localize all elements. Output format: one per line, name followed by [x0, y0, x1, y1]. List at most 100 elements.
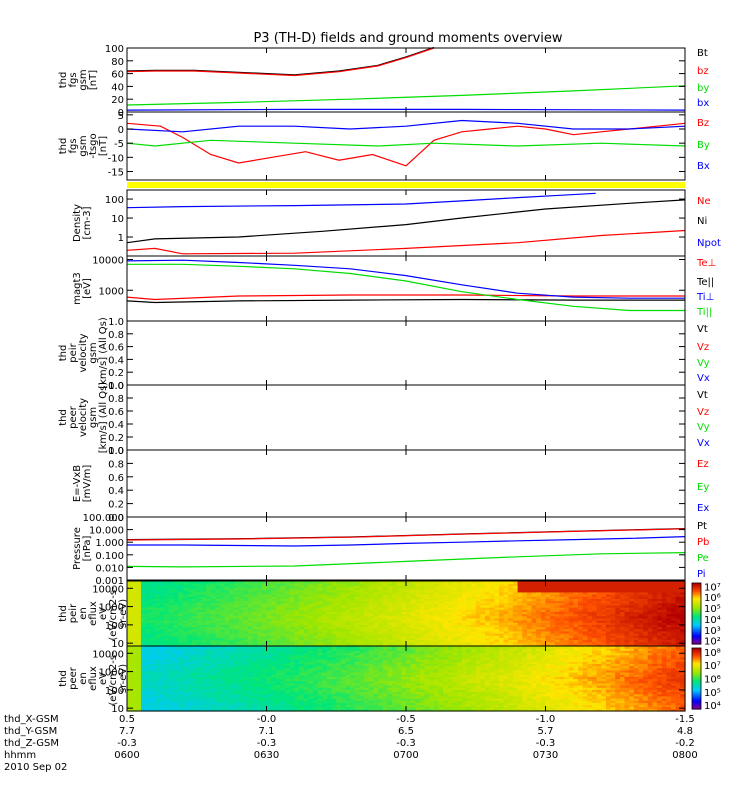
- spectrogram-cell: [573, 587, 579, 591]
- spectrogram-cell: [150, 620, 156, 623]
- spectrogram-cell: [322, 598, 328, 602]
- spectrogram-cell: [652, 589, 658, 593]
- spectrogram-cell: [331, 626, 337, 630]
- spectrogram-cell: [410, 600, 416, 604]
- spectrogram-cell: [619, 607, 626, 610]
- spectrogram-cell: [215, 702, 221, 706]
- spectrogram-cell: [582, 591, 588, 595]
- spectrogram-cell: [252, 646, 258, 649]
- spectrogram-cell: [340, 609, 347, 612]
- spectrogram-cell: [303, 607, 309, 610]
- spectrogram-cell: [127, 589, 133, 593]
- spectrogram-cell: [657, 600, 663, 604]
- spectrogram-cell: [406, 628, 412, 632]
- spectrogram-cell: [313, 598, 319, 602]
- spectrogram-cell: [419, 639, 426, 643]
- spectrogram-cell: [164, 656, 170, 660]
- spectrogram-cell: [261, 687, 268, 690]
- spectrogram-cell: [136, 600, 142, 604]
- spectrogram-cell: [438, 639, 444, 643]
- spectrogram-cell: [350, 598, 356, 602]
- spectrogram-cell: [643, 596, 649, 599]
- spectrogram-cell: [247, 667, 254, 671]
- spectrogram-cell: [196, 672, 202, 675]
- spectrogram-cell: [331, 615, 337, 619]
- spectrogram-cell: [424, 626, 430, 630]
- spectrogram-cell: [206, 700, 212, 703]
- spectrogram-cell: [512, 643, 519, 647]
- spectrogram-cell: [671, 613, 677, 617]
- spectrogram-cell: [224, 613, 230, 617]
- spectrogram-cell: [196, 652, 202, 656]
- spectrogram-cell: [145, 652, 151, 656]
- spectrogram-cell: [605, 591, 612, 595]
- spectrogram-cell: [224, 626, 230, 630]
- spectrogram-cell: [275, 620, 282, 623]
- spectrogram-cell: [206, 615, 212, 619]
- spectrogram-cell: [233, 617, 240, 621]
- spectrogram-cell: [252, 596, 258, 599]
- spectrogram-cell: [443, 637, 449, 641]
- legend-label: Te⊥: [696, 258, 716, 269]
- spectrogram-cell: [196, 589, 202, 593]
- y-tick-label: 0.2: [108, 368, 124, 379]
- spectrogram-cell: [382, 635, 388, 638]
- spectrogram-cell: [136, 659, 142, 662]
- spectrogram-cell: [140, 609, 147, 612]
- spectrogram-cell: [229, 652, 235, 656]
- spectrogram-cell: [452, 591, 458, 595]
- spectrogram-cell: [210, 656, 216, 660]
- spectrogram-cell: [629, 622, 635, 625]
- spectrogram-cell: [387, 594, 393, 597]
- spectrogram-cell: [499, 596, 505, 599]
- spectrogram-cell: [443, 604, 449, 608]
- spectrogram-cell: [354, 581, 361, 584]
- spectrogram-cell: [145, 650, 151, 654]
- spectrogram-cell: [643, 607, 649, 610]
- spectrogram-cell: [168, 648, 175, 651]
- spectrogram-cell: [587, 624, 593, 628]
- spectrogram-cell: [624, 628, 630, 632]
- y-tick-label: 0.4: [108, 486, 124, 497]
- spectrogram-cell: [531, 609, 537, 612]
- spectrogram-cell: [224, 663, 230, 667]
- spectrogram-cell: [233, 674, 240, 677]
- spectrogram-cell: [192, 613, 198, 617]
- colorbar-segment: [692, 634, 701, 637]
- spectrogram-cell: [187, 639, 193, 643]
- spectrogram-cell: [220, 682, 226, 686]
- spectrogram-cell: [378, 581, 384, 584]
- spectrogram-cell: [647, 641, 654, 645]
- spectrogram-cell: [206, 630, 212, 634]
- spectrogram-cell: [554, 620, 561, 623]
- spectrogram-cell: [633, 581, 640, 584]
- spectrogram-cell: [475, 589, 481, 593]
- spectrogram-cell: [619, 598, 626, 602]
- spectrogram-cell: [266, 587, 272, 591]
- spectrogram-cell: [396, 591, 402, 595]
- spectrogram-cell: [382, 639, 388, 643]
- spectrogram-cell: [224, 685, 230, 688]
- spectrogram-cell: [238, 708, 244, 712]
- spectrogram-cell: [271, 598, 277, 602]
- legend-label: Pi: [697, 569, 706, 580]
- spectrogram-cell: [578, 609, 584, 612]
- spectrogram-cell: [247, 635, 254, 638]
- spectrogram-cell: [224, 665, 230, 669]
- spectrogram-cell: [554, 604, 561, 608]
- spectrogram-cell: [657, 602, 663, 606]
- spectrogram-cell: [238, 630, 244, 634]
- spectrogram-cell: [252, 648, 258, 651]
- spectrogram-cell: [526, 626, 533, 630]
- spectrogram-cell: [285, 604, 291, 608]
- spectrogram-cell: [206, 643, 212, 647]
- spectrogram-cell: [554, 602, 561, 606]
- spectrogram-cell: [605, 635, 612, 638]
- spectrogram-cell: [615, 591, 621, 595]
- spectrogram-cell: [178, 633, 184, 636]
- spectrogram-cell: [187, 674, 193, 677]
- spectrogram-cell: [127, 609, 133, 612]
- spectrogram-cell: [210, 598, 216, 602]
- spectrogram-cell: [396, 620, 402, 623]
- spectrogram-cell: [633, 622, 640, 625]
